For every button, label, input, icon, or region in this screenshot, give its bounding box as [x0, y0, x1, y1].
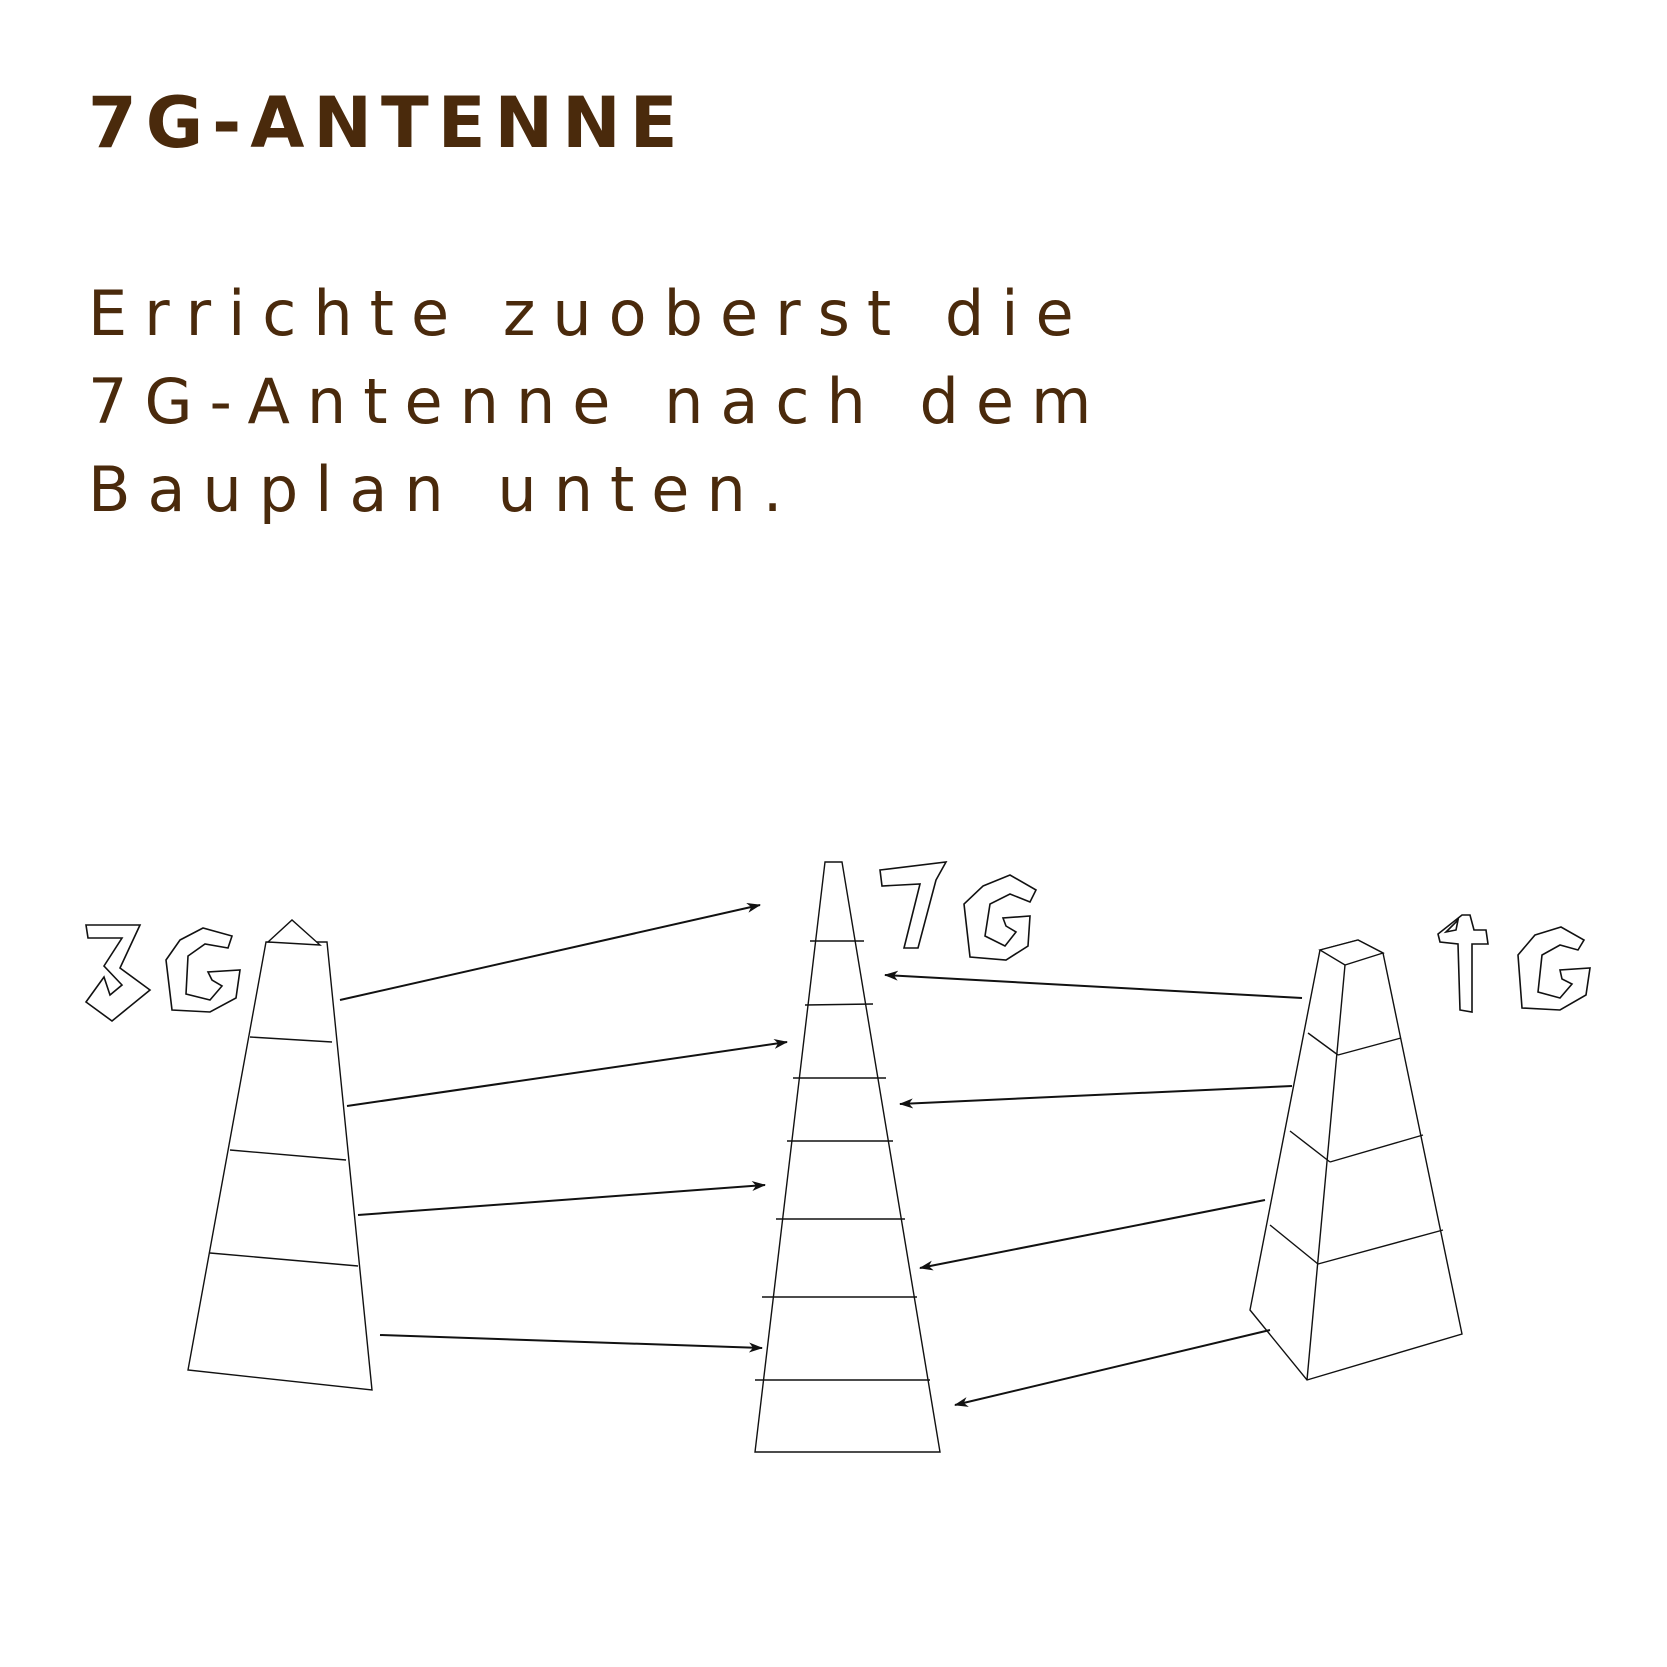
arrows-4g-to-7g — [884, 970, 1303, 1407]
tower-7g — [754, 861, 941, 1453]
page-title: 7G-ANTENNE — [88, 82, 687, 164]
tower-4g — [1249, 939, 1463, 1381]
instruction-line-1: Errichte zuoberst die — [88, 277, 1091, 350]
instruction-line-2: 7G-Antenne nach dem — [88, 365, 1109, 438]
label-3g — [84, 924, 241, 1023]
instruction-line-3: Bauplan unten. — [88, 453, 800, 526]
tower-3g — [187, 919, 373, 1391]
label-4g — [1437, 914, 1591, 1013]
instruction-text: Errichte zuoberst die 7G-Antenne nach de… — [88, 270, 1588, 534]
tower-4g-top — [1318, 939, 1385, 966]
label-7g — [879, 861, 1038, 961]
arrows-3g-to-7g — [339, 902, 788, 1353]
tower-3g-tip — [266, 919, 322, 946]
